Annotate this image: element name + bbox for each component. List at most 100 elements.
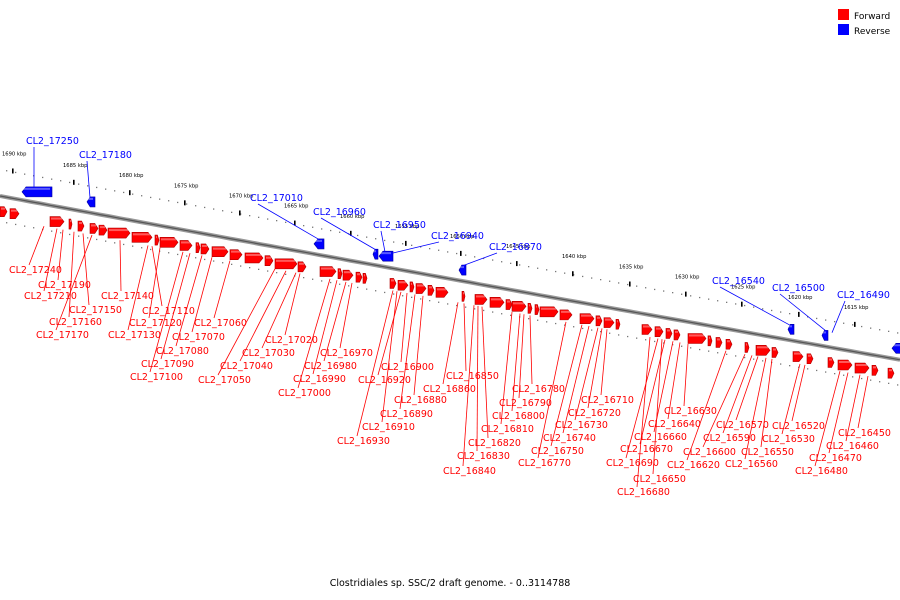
- forward-gene-block: [461, 290, 466, 302]
- forward-gene-label: CL2_17050: [198, 375, 251, 386]
- forward-gene-block: [687, 333, 707, 344]
- forward-gene-label: CL2_16590: [703, 433, 756, 444]
- forward-gene-block: [579, 313, 595, 324]
- forward-gene-block: [397, 279, 409, 291]
- forward-gene-label: CL2_17140: [101, 291, 154, 302]
- forward-gene-label: CL2_16970: [320, 348, 373, 359]
- tick-7: 1655 kbp: [395, 224, 420, 246]
- tick-label: 1665 kbp: [284, 204, 309, 210]
- forward-gene-block: [806, 353, 814, 365]
- forward-gene-label: CL2_16450: [838, 428, 891, 439]
- forward-gene-label: CL2_17150: [69, 305, 122, 316]
- forward-gene-block: [77, 220, 85, 232]
- forward-gene-block: [559, 309, 573, 321]
- legend-forward-label: Forward: [854, 12, 891, 22]
- forward-gene-block: [771, 347, 779, 358]
- forward-gene-block: [337, 268, 343, 280]
- forward-gene-block: [427, 285, 435, 296]
- tick-3: 1675 kbp: [174, 183, 199, 206]
- forward-gene-block: [615, 318, 621, 330]
- reverse-gene-label: CL2_16870: [489, 242, 542, 253]
- tick-label: 1690 kbp: [2, 151, 27, 157]
- forward-gene-label: CL2_16630: [664, 406, 717, 417]
- forward-gene-block: [511, 301, 527, 312]
- reverse-gene-block: [378, 250, 394, 262]
- forward-gene-label: CL2_17100: [130, 372, 183, 383]
- tick-8: 1650 kbp: [450, 234, 475, 256]
- forward-gene-label: CL2_16460: [826, 441, 879, 452]
- forward-gene-block: [244, 252, 264, 264]
- forward-gene-label: CL2_17040: [220, 361, 273, 372]
- forward-gene-block: [665, 328, 673, 339]
- tick-label: 1625 kbp: [731, 285, 756, 291]
- forward-swatch: [838, 9, 849, 20]
- reverse-swatch: [838, 24, 849, 35]
- forward-gene-block: [200, 243, 210, 255]
- forward-gene-block: [435, 287, 449, 298]
- forward-gene-label: CL2_16980: [304, 361, 357, 372]
- forward-gene-block: [89, 223, 99, 234]
- reverse-gene-label: CL2_17010: [250, 193, 303, 204]
- forward-gene-block: [264, 255, 274, 267]
- forward-gene-block: [641, 324, 653, 335]
- forward-gene-label: CL2_16730: [555, 420, 608, 431]
- forward-gene-block: [179, 240, 193, 251]
- forward-gene-label: CL2_17120: [129, 318, 182, 329]
- legend-reverse-label: Reverse: [854, 27, 891, 37]
- forward-gene-label: CL2_16620: [667, 460, 720, 471]
- forward-gene-block: [595, 315, 603, 327]
- forward-gene-label: CL2_16690: [606, 458, 659, 469]
- forward-gene-label: CL2_16860: [423, 384, 476, 395]
- forward-gene-label: CL2_16810: [481, 424, 534, 435]
- tick-label: 1640 kbp: [562, 254, 587, 260]
- forward-gene-block: [355, 271, 363, 283]
- tick-12: 1630 kbp: [675, 275, 700, 297]
- tick-0: 1690 kbp: [2, 151, 27, 174]
- forward-gene-label: CL2_17020: [265, 335, 318, 346]
- legend: Forward Reverse: [838, 9, 890, 39]
- forward-gene-label: CL2_16670: [620, 444, 673, 455]
- forward-gene-label: CL2_17060: [194, 318, 247, 329]
- forward-gene-label: CL2_16830: [457, 451, 510, 462]
- tick-14: 1620 kbp: [788, 295, 813, 317]
- reverse-gene-label: CL2_16940: [431, 231, 484, 242]
- genome-axis: [0, 194, 900, 362]
- forward-gene-label: CL2_17110: [142, 306, 195, 317]
- forward-gene-label: CL2_16530: [762, 434, 815, 445]
- reverse-gene-block: [787, 324, 795, 335]
- forward-gene-label: CL2_16880: [394, 395, 447, 406]
- forward-gene-block: [9, 208, 20, 219]
- forward-gene-block: [489, 297, 505, 308]
- forward-gene-block: [362, 273, 368, 284]
- reverse-gene-label: CL2_16960: [313, 207, 366, 218]
- tick-5: 1665 kbp: [284, 204, 309, 226]
- forward-gene-block: [707, 335, 713, 347]
- reverse-gene-block: [86, 196, 96, 208]
- tick-label: 1655 kbp: [395, 224, 420, 230]
- tick-6: 1660 kbp: [340, 214, 365, 236]
- forward-gene-label: CL2_16570: [716, 420, 769, 431]
- forward-gene-label: CL2_16650: [633, 474, 686, 485]
- forward-gene-label: CL2_16550: [741, 447, 794, 458]
- forward-gene-block: [505, 299, 513, 310]
- forward-gene-label: CL2_16890: [380, 409, 433, 420]
- forward-gene-block: [68, 218, 73, 230]
- reverse-gene-label: CL2_16490: [837, 290, 890, 301]
- forward-gene-label: CL2_17070: [172, 332, 225, 343]
- forward-gene-track: [0, 206, 895, 379]
- tick-label: 1615 kbp: [844, 305, 869, 311]
- forward-gene-block: [744, 342, 750, 353]
- reverse-gene-label: CL2_17180: [79, 150, 132, 161]
- forward-gene-label: CL2_17080: [156, 346, 209, 357]
- reverse-gene-block: [458, 264, 467, 276]
- forward-gene-block: [195, 242, 201, 253]
- forward-gene-block: [159, 237, 179, 248]
- forward-gene-block: [603, 317, 615, 328]
- forward-gene-label: CL2_16770: [518, 458, 571, 469]
- forward-gene-label: CL2_16640: [648, 419, 701, 430]
- forward-gene-block: [871, 365, 879, 376]
- forward-gene-label: CL2_16850: [446, 371, 499, 382]
- forward-gene-label: CL2_16780: [512, 384, 565, 395]
- forward-gene-label: CL2_16680: [617, 487, 670, 498]
